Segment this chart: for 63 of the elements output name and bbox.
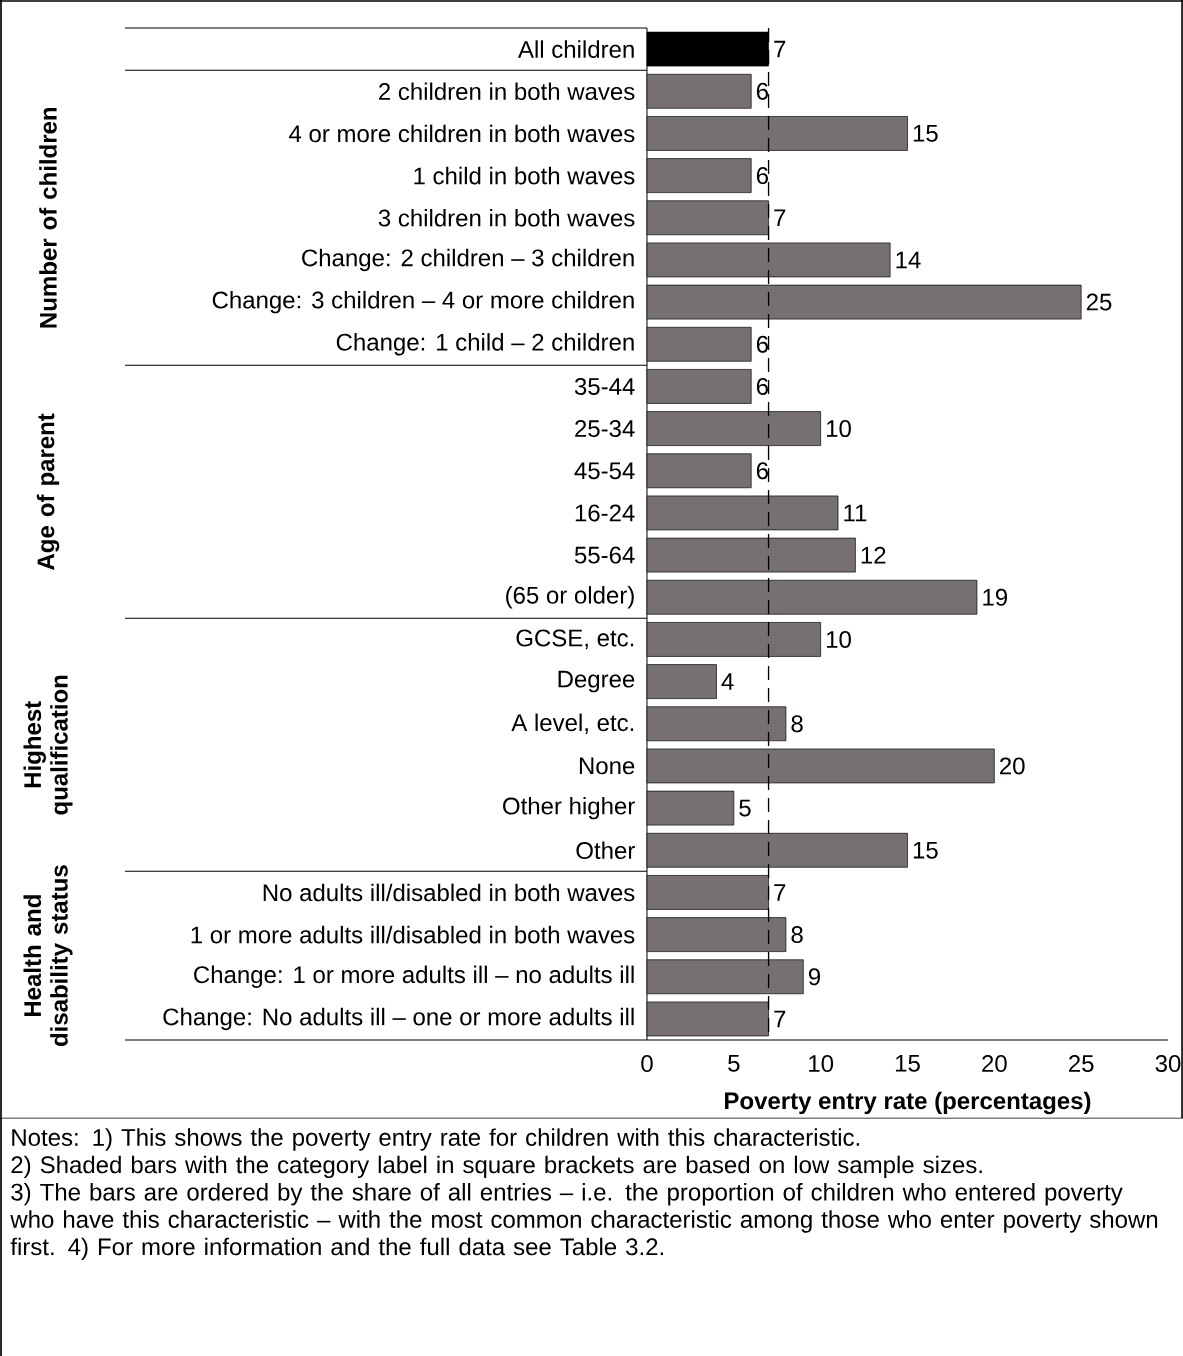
y-tick-label: 45-54 (574, 462, 635, 480)
x-axis-title: Poverty entry rate (percentages) (725, 1091, 1091, 1115)
data-label: 15 (913, 841, 938, 859)
y-tick-label: No adults ill/disabled in both waves (263, 883, 635, 902)
y-tick-label: 3 children in both waves (378, 208, 635, 227)
data-label: 14 (896, 251, 921, 269)
y-tick-label: Change: No adults ill – one or more adults ill (163, 1007, 634, 1031)
data-label: 15 (913, 125, 938, 142)
x-tick-label: 0 (641, 1055, 653, 1073)
x-tick-label: 5 (728, 1055, 740, 1072)
data-label: 12 (861, 546, 886, 564)
y-tick-label: 16-24 (575, 504, 635, 522)
data-label: 20 (1000, 757, 1025, 775)
data-label: 9 (808, 968, 821, 986)
y-tick-label: 4 or more children in both waves (289, 124, 635, 143)
y-tick-label: 2 children in both waves (379, 82, 635, 101)
data-label: 11 (844, 504, 867, 522)
text: Notes: 1) This shows the poverty entry rate for children with this characteristic. (12, 1128, 859, 1151)
y-tick-label: 1 or more adults ill/disabled in both waves (191, 925, 635, 944)
data-label: 6 (756, 167, 768, 185)
data-label: 5 (739, 799, 751, 817)
x-tick-label: 25 (1069, 1055, 1094, 1073)
data-label: 7 (774, 1010, 786, 1028)
y-tick-label: 55-64 (574, 546, 635, 564)
data-label: 6 (756, 377, 768, 395)
y-tick-label: All children (518, 40, 634, 58)
data-label: 19 (983, 588, 1008, 606)
y-tick-label: Other higher (503, 796, 635, 820)
y-tick-label: Other (576, 841, 635, 860)
data-label: 6 (756, 462, 768, 480)
x-tick-label: 30 (1155, 1055, 1181, 1073)
y-tick-label: Change: 3 children – 4 or more children (212, 290, 634, 314)
data-label: 7 (774, 209, 786, 227)
y-tick-label: Change: 1 child – 2 children (336, 333, 634, 356)
data-label: 4 (721, 673, 734, 690)
y-tick-label: Change: 1 or more adults ill – no adults ill (194, 965, 634, 988)
data-label: 10 (827, 420, 851, 438)
text: Highest qualification (23, 675, 73, 815)
text: Number of children (39, 107, 57, 328)
data-label: 8 (791, 715, 803, 733)
data-label: 10 (827, 630, 851, 648)
y-tick-label: Degree (558, 670, 635, 693)
y-tick-label: None (579, 757, 635, 775)
data-label: 8 (791, 926, 803, 944)
data-label: 7 (774, 40, 786, 58)
y-tick-label: 1 child in both waves (414, 166, 635, 185)
data-label: 6 (756, 82, 768, 100)
x-tick-label: 15 (895, 1055, 920, 1072)
text: 3) The bars are ordered by the share of all entries – i.e. the proportion of children who entered poverty who have this characteristic – with the most common characteristic among those who enter poverty shown first. 4) For more information and the full data see Table 3.2. (10, 1183, 1158, 1261)
x-tick-label: 20 (982, 1055, 1007, 1073)
text: Age of parent (36, 413, 60, 570)
y-tick-label: GCSE, etc. (516, 629, 634, 650)
y-tick-label: Change: 2 children – 3 children (302, 248, 634, 272)
data-label: 7 (774, 884, 786, 901)
text: Health and disability status (23, 865, 73, 1047)
y-tick-label: 35-44 (574, 377, 635, 395)
y-tick-label: (65 or older) (506, 586, 634, 609)
x-tick-label: 10 (809, 1055, 834, 1073)
y-tick-label: 25-34 (575, 420, 635, 438)
data-label: 6 (756, 335, 768, 353)
y-tick-label: A level, etc. (511, 713, 634, 734)
text: 2) Shaded bars with the category label in square brackets are based on low sample sizes. (11, 1155, 982, 1179)
data-label: 25 (1086, 293, 1112, 311)
